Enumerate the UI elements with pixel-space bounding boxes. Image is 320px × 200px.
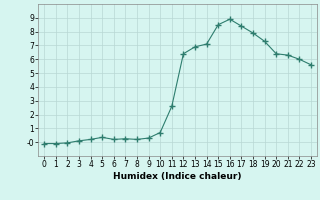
X-axis label: Humidex (Indice chaleur): Humidex (Indice chaleur) (113, 172, 242, 181)
